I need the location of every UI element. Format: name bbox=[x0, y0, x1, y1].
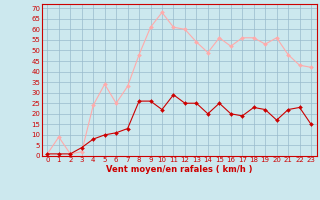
X-axis label: Vent moyen/en rafales ( km/h ): Vent moyen/en rafales ( km/h ) bbox=[106, 165, 252, 174]
